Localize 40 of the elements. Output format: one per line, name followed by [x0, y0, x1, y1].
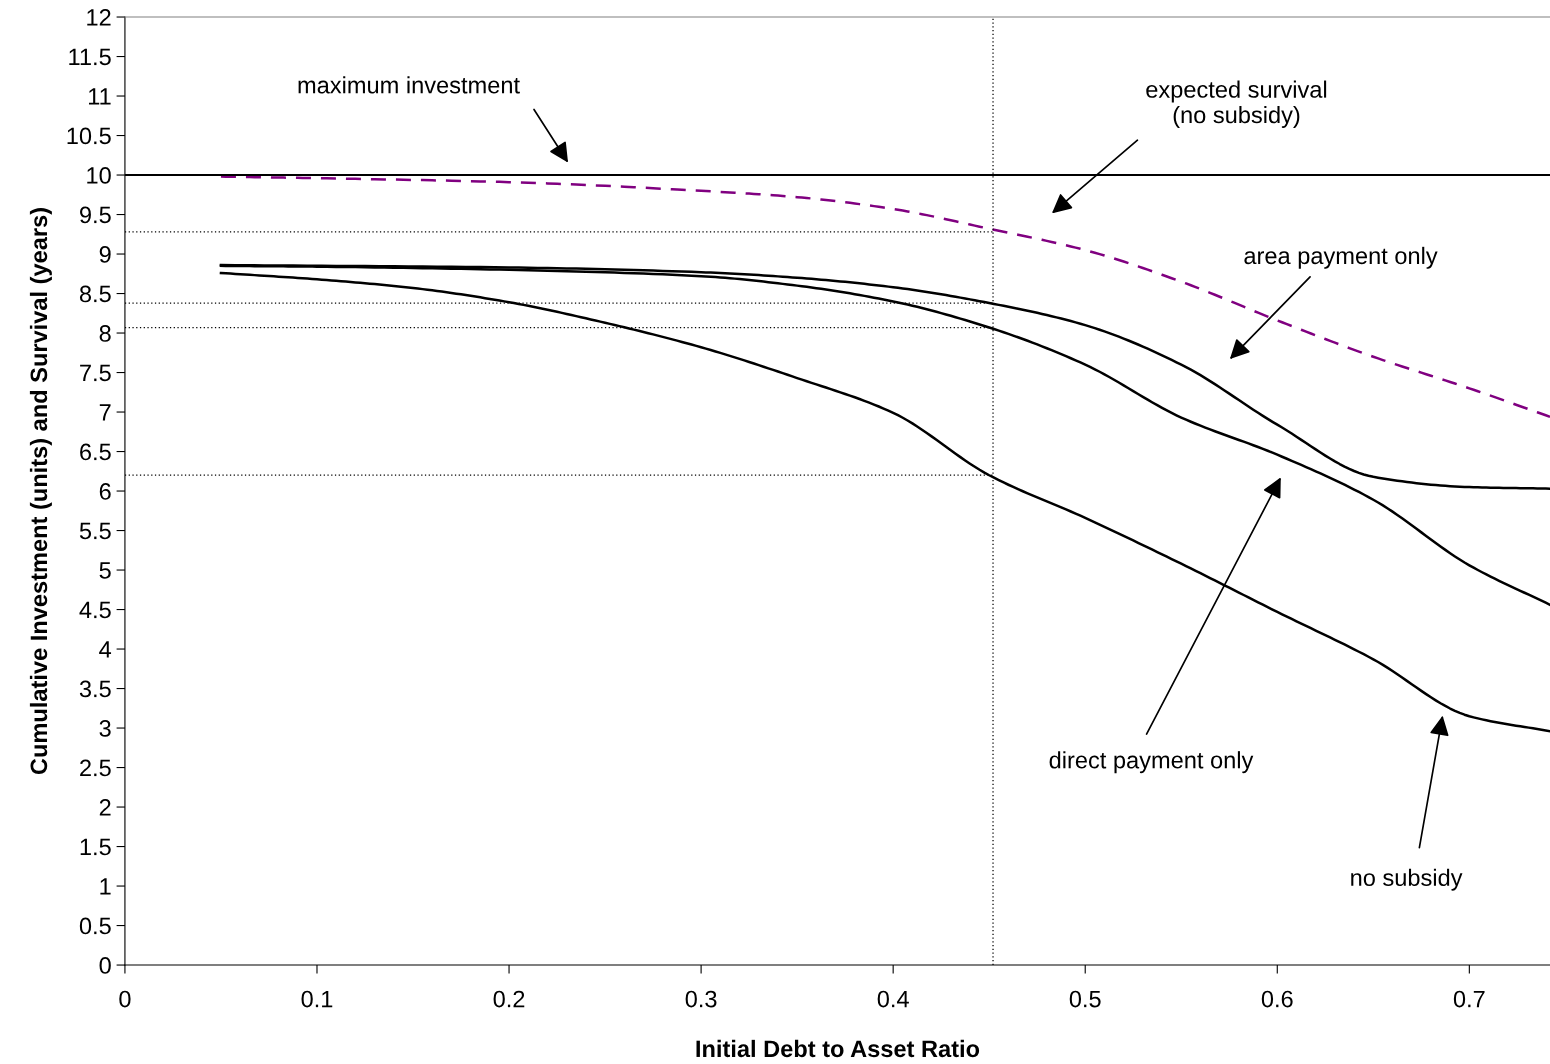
y-tick-label: 2.5 — [80, 759, 111, 777]
y-tick-label: 7 — [99, 404, 111, 421]
y-tick-label: 3 — [99, 720, 111, 737]
y-tick-label: 5.5 — [79, 522, 111, 540]
y-tick-label: 3.5 — [79, 680, 111, 698]
x-tick-label: 0.2 — [493, 990, 525, 1008]
x-tick-label: 0.3 — [685, 990, 717, 1008]
y-tick-label: 0.5 — [79, 917, 111, 935]
y-tick-label: 10.5 — [67, 127, 111, 145]
y-tick-label: 4.5 — [79, 601, 111, 619]
y-tick-label: 2 — [99, 799, 111, 816]
x-tick-label: 0.5 — [1069, 990, 1101, 1008]
y-axis-title: Cumulative Investment (units) and Survival (years) — [29, 208, 52, 775]
x-tick-label: 0.1 — [301, 990, 333, 1008]
y-tick-label: 1.5 — [80, 838, 111, 856]
y-tick-label: 11 — [89, 88, 111, 105]
y-tick-label: 4 — [99, 641, 112, 658]
annotation: direct payment only — [1049, 751, 1254, 774]
x-tick-label: 0.4 — [877, 990, 909, 1008]
annotation: maximum investment — [298, 76, 520, 94]
x-tick-label: 0.6 — [1261, 990, 1293, 1008]
y-tick-label: 6 — [99, 483, 111, 500]
x-axis-title: Initial Debt to Asset Ratio — [696, 1039, 980, 1058]
annotation: no subsidy — [1351, 868, 1463, 891]
annotation: expected survival (no subsidy) — [1146, 80, 1327, 128]
y-tick-label: 6.5 — [80, 443, 111, 461]
x-tick-label: 0 — [119, 990, 131, 1008]
y-tick-label: 12 — [87, 9, 111, 26]
annotation: area payment only — [1244, 246, 1438, 269]
y-tick-label: 8 — [99, 325, 111, 342]
y-tick-label: 0 — [99, 957, 111, 974]
y-tick-label: 8.5 — [79, 285, 111, 303]
y-tick-label: 11.5 — [69, 48, 111, 66]
y-tick-label: 7.5 — [80, 364, 111, 382]
y-tick-label: 10 — [87, 167, 111, 184]
y-tick-label: 5 — [99, 562, 111, 579]
y-tick-label: 9.5 — [80, 206, 111, 224]
y-tick-label: 1 — [100, 878, 111, 895]
x-tick-label: 0.7 — [1453, 990, 1485, 1008]
y-tick-label: 9 — [99, 246, 111, 263]
